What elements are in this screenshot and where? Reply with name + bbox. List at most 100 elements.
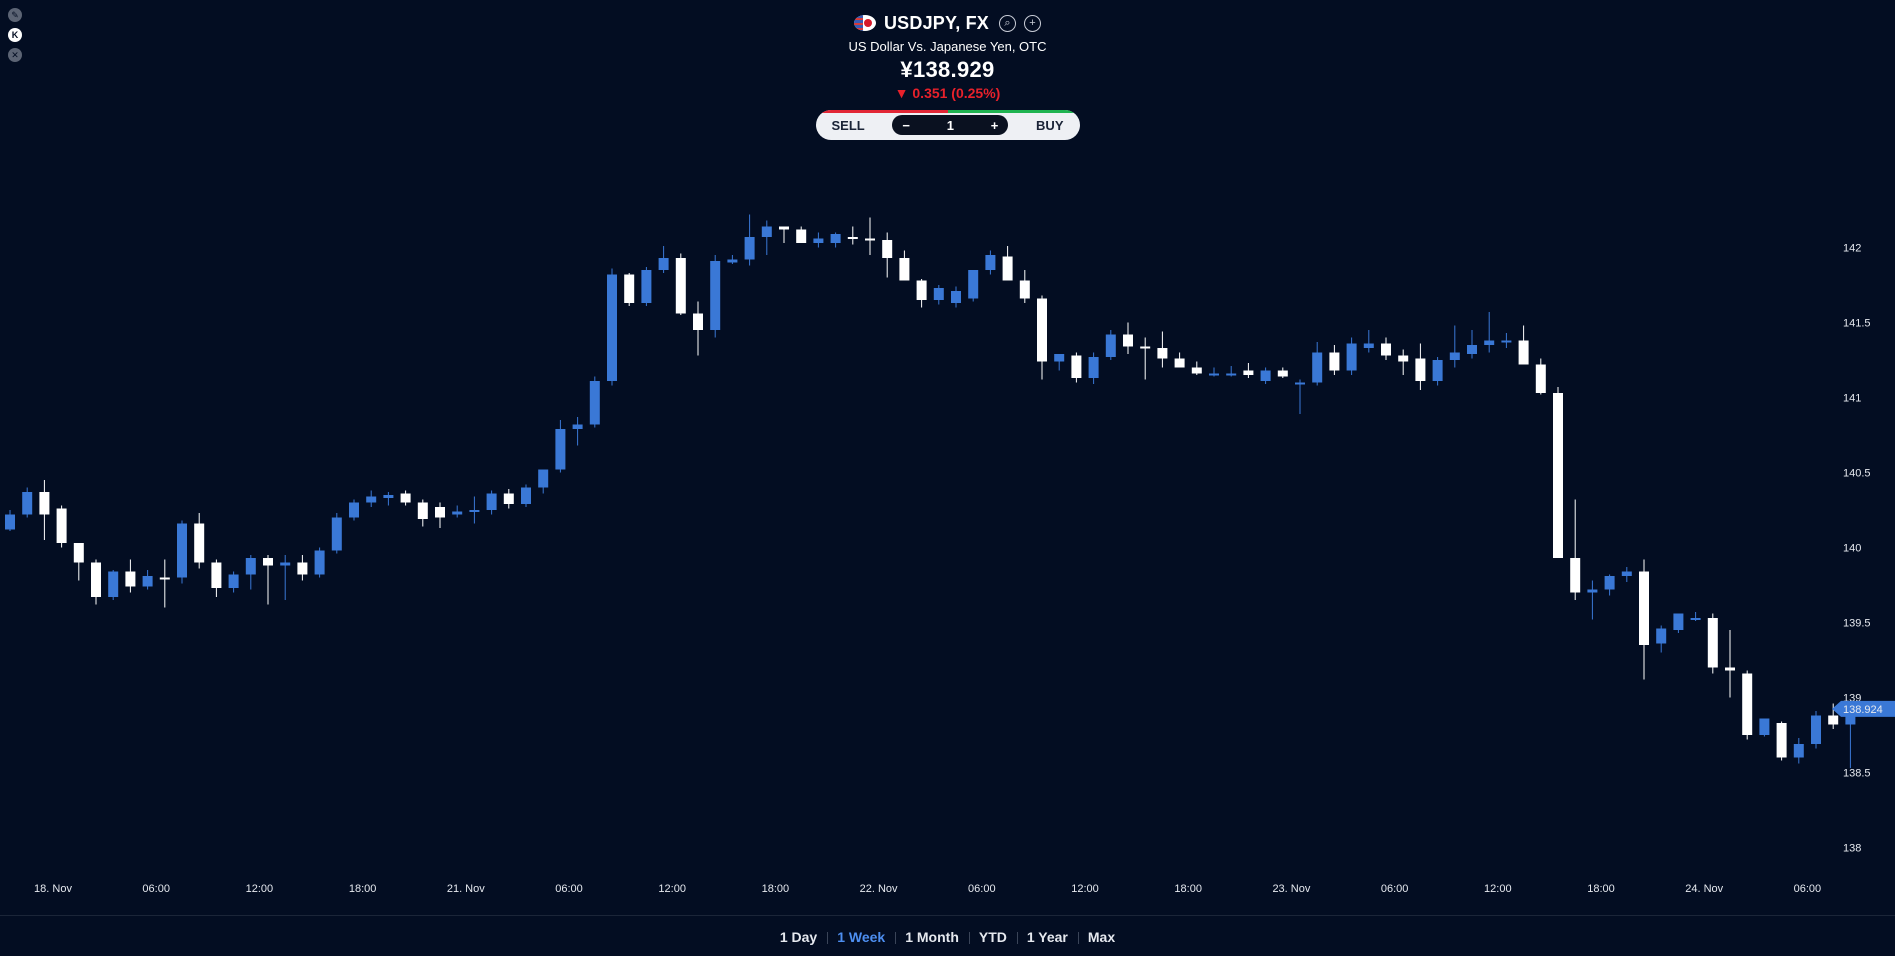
candle[interactable] bbox=[39, 480, 50, 540]
candle[interactable] bbox=[349, 499, 359, 521]
candle[interactable] bbox=[1157, 331, 1168, 368]
candle[interactable] bbox=[1811, 711, 1821, 749]
candle[interactable] bbox=[194, 513, 205, 569]
candle[interactable] bbox=[882, 232, 893, 278]
candle[interactable] bbox=[1553, 387, 1563, 558]
candle[interactable] bbox=[56, 505, 67, 548]
candle[interactable] bbox=[589, 376, 600, 428]
candle[interactable] bbox=[521, 484, 531, 508]
candle[interactable] bbox=[1776, 721, 1787, 761]
close-icon[interactable]: ✕ bbox=[8, 48, 22, 62]
candle[interactable] bbox=[1656, 625, 1667, 653]
candle[interactable] bbox=[1793, 738, 1804, 764]
candle[interactable] bbox=[211, 559, 222, 598]
candle[interactable] bbox=[331, 513, 342, 554]
candle[interactable] bbox=[1191, 361, 1202, 376]
candle[interactable] bbox=[1174, 352, 1185, 368]
candle[interactable] bbox=[142, 570, 153, 590]
increment-button[interactable]: + bbox=[990, 117, 999, 133]
candle[interactable] bbox=[744, 214, 755, 266]
candle[interactable] bbox=[452, 505, 463, 518]
candle[interactable] bbox=[761, 220, 772, 256]
candle[interactable] bbox=[383, 492, 394, 506]
candle[interactable] bbox=[400, 490, 411, 506]
candle[interactable] bbox=[1725, 630, 1735, 698]
candle[interactable] bbox=[968, 270, 979, 302]
candle[interactable] bbox=[641, 267, 652, 306]
candle[interactable] bbox=[813, 232, 824, 248]
candle[interactable] bbox=[1295, 379, 1305, 415]
candle[interactable] bbox=[1209, 367, 1219, 377]
candle[interactable] bbox=[1535, 358, 1546, 395]
candle[interactable] bbox=[1828, 703, 1839, 730]
candle[interactable] bbox=[1054, 354, 1065, 371]
candle[interactable] bbox=[1105, 330, 1116, 360]
candle[interactable] bbox=[486, 490, 497, 515]
range-1-year[interactable]: 1 Year bbox=[1016, 929, 1078, 945]
candle[interactable] bbox=[624, 273, 635, 306]
draw-icon[interactable]: ✎ bbox=[8, 8, 22, 22]
range-max[interactable]: Max bbox=[1077, 929, 1125, 945]
candle[interactable] bbox=[91, 559, 101, 605]
candle[interactable] bbox=[469, 496, 480, 524]
candle[interactable] bbox=[933, 285, 944, 305]
candle[interactable] bbox=[1037, 295, 1047, 380]
candle[interactable] bbox=[1501, 333, 1512, 348]
candle[interactable] bbox=[1518, 325, 1529, 365]
candle[interactable] bbox=[503, 489, 514, 509]
candle[interactable] bbox=[108, 570, 119, 600]
candle[interactable] bbox=[1398, 349, 1409, 376]
decrement-button[interactable]: − bbox=[902, 117, 910, 133]
candle[interactable] bbox=[538, 469, 549, 494]
candle[interactable] bbox=[435, 502, 445, 529]
candle[interactable] bbox=[73, 543, 84, 581]
candle[interactable] bbox=[1621, 567, 1632, 582]
candle[interactable] bbox=[245, 555, 256, 590]
candle[interactable] bbox=[865, 217, 875, 256]
candle[interactable] bbox=[1002, 246, 1013, 281]
candle[interactable] bbox=[297, 555, 308, 581]
candle[interactable] bbox=[1346, 337, 1357, 376]
candle[interactable] bbox=[159, 559, 170, 608]
candle[interactable] bbox=[1604, 574, 1615, 596]
candle[interactable] bbox=[1587, 580, 1598, 620]
candle[interactable] bbox=[572, 417, 583, 446]
sell-button[interactable]: SELL bbox=[831, 117, 865, 133]
candle[interactable] bbox=[675, 253, 686, 316]
range-ytd[interactable]: YTD bbox=[968, 929, 1017, 945]
candle[interactable] bbox=[22, 487, 33, 518]
candle[interactable] bbox=[1742, 670, 1753, 740]
candle[interactable] bbox=[1845, 708, 1856, 768]
range-1-week[interactable]: 1 Week bbox=[827, 929, 895, 945]
candle[interactable] bbox=[658, 246, 669, 273]
candle[interactable] bbox=[1088, 352, 1099, 385]
range-1-month[interactable]: 1 Month bbox=[895, 929, 969, 945]
candle[interactable] bbox=[985, 250, 996, 275]
candle[interactable] bbox=[228, 571, 239, 593]
candle[interactable] bbox=[177, 520, 187, 584]
candle[interactable] bbox=[607, 268, 617, 386]
candle[interactable] bbox=[1432, 357, 1443, 386]
candle[interactable] bbox=[1243, 363, 1254, 378]
candle[interactable] bbox=[1140, 337, 1151, 380]
candle[interactable] bbox=[555, 420, 566, 473]
search-icon[interactable]: ⌕ bbox=[999, 14, 1017, 32]
plus-icon[interactable]: + bbox=[1024, 14, 1042, 32]
candle[interactable] bbox=[5, 510, 15, 531]
candle[interactable] bbox=[1019, 270, 1030, 303]
candle[interactable] bbox=[779, 226, 789, 244]
candle[interactable] bbox=[1260, 367, 1271, 385]
indicator-icon[interactable]: K bbox=[8, 28, 22, 42]
candle[interactable] bbox=[125, 559, 136, 593]
candle[interactable] bbox=[1673, 613, 1684, 634]
candle[interactable] bbox=[899, 250, 910, 281]
candle[interactable] bbox=[417, 499, 428, 527]
candle[interactable] bbox=[916, 279, 927, 308]
candle[interactable] bbox=[710, 255, 721, 338]
candle[interactable] bbox=[1123, 322, 1133, 355]
candle[interactable] bbox=[1570, 499, 1581, 601]
candle[interactable] bbox=[1449, 325, 1460, 368]
candle[interactable] bbox=[1467, 330, 1477, 359]
candle[interactable] bbox=[1312, 342, 1323, 386]
